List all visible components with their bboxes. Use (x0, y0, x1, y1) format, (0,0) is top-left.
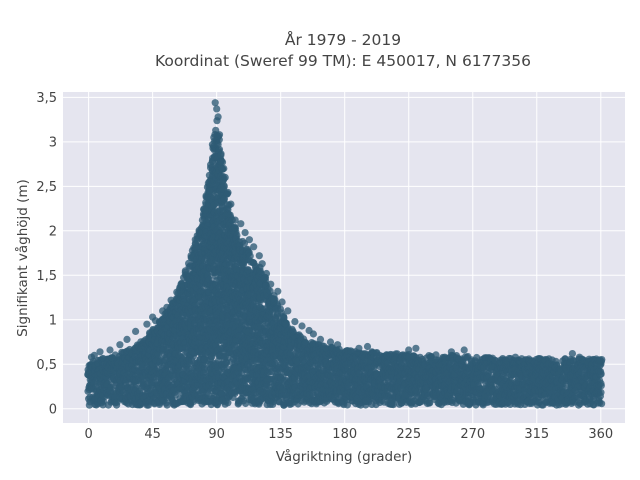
data-point (224, 399, 232, 407)
data-point (99, 401, 107, 409)
chart-title-line-1: År 1979 - 2019 (285, 30, 401, 49)
data-points (84, 99, 606, 409)
data-point (231, 224, 239, 232)
data-point (163, 401, 171, 409)
data-point (256, 267, 264, 275)
data-point (218, 158, 227, 166)
chart-title-line-2: Koordinat (Sweref 99 TM): E 450017, N 61… (155, 52, 531, 70)
